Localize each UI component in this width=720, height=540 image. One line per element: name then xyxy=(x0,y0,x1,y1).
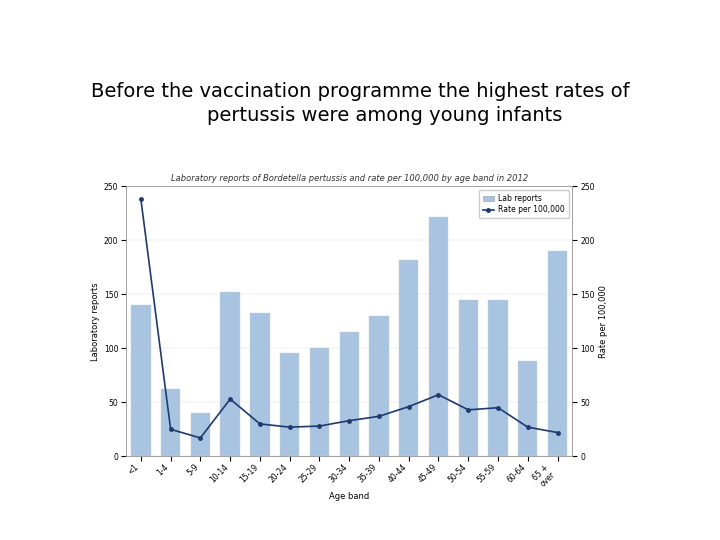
Bar xyxy=(488,300,508,456)
Bar xyxy=(399,260,418,456)
Y-axis label: Rate per 100,000: Rate per 100,000 xyxy=(599,285,608,357)
Bar xyxy=(161,389,180,456)
Bar xyxy=(131,305,150,456)
Text: Before the vaccination programme the highest rates of
        pertussis were amo: Before the vaccination programme the hig… xyxy=(91,83,629,125)
Bar xyxy=(220,292,240,456)
Bar xyxy=(518,361,537,456)
Bar xyxy=(191,413,210,456)
Bar xyxy=(429,217,448,456)
Bar xyxy=(310,348,329,456)
Y-axis label: Laboratory reports: Laboratory reports xyxy=(91,282,99,361)
Legend: Lab reports, Rate per 100,000: Lab reports, Rate per 100,000 xyxy=(479,190,569,218)
X-axis label: Age band: Age band xyxy=(329,492,369,501)
Bar xyxy=(251,313,269,456)
Bar xyxy=(340,332,359,456)
Title: Laboratory reports of Bordetella pertussis and rate per 100,000 by age band in 2: Laboratory reports of Bordetella pertuss… xyxy=(171,174,528,183)
Text: NES and HPS accept no liability, as far as the law allows us to exclude such lia: NES and HPS accept no liability, as far … xyxy=(11,513,643,526)
Bar xyxy=(548,251,567,456)
Bar xyxy=(459,300,478,456)
Bar xyxy=(369,316,389,456)
Bar xyxy=(280,353,300,456)
